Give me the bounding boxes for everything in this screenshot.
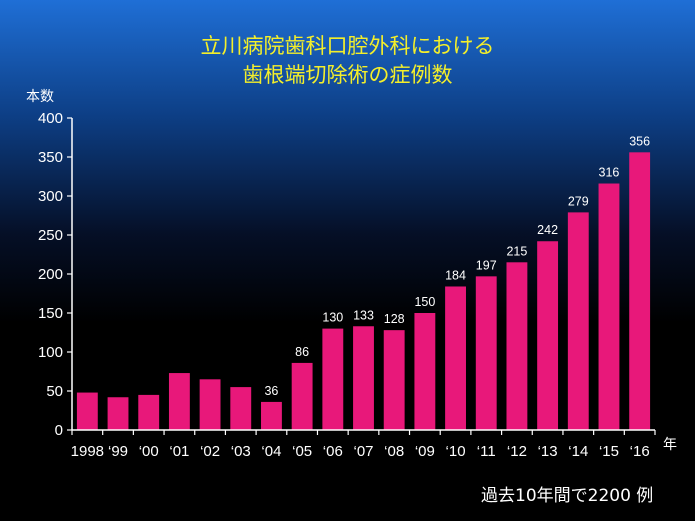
footer-note: 過去10年間で2200 例 [481, 486, 654, 506]
data-label-11: 150 [414, 295, 435, 309]
data-label-7: 86 [295, 345, 309, 359]
bar-18 [629, 152, 651, 430]
x-axis-unit: 年 [663, 437, 677, 453]
y-tick-label-0: 0 [55, 422, 63, 439]
chart-title-line1: 立川病院歯科口腔外科における [200, 34, 495, 58]
x-tick-label-18: ‘16 [630, 443, 650, 460]
x-tick-label-0: 1998 [71, 443, 104, 460]
bar-11 [414, 313, 436, 430]
y-tick-label-8: 400 [38, 110, 63, 127]
bar-15 [537, 241, 559, 430]
y-tick-label-3: 150 [38, 305, 63, 322]
x-tick-label-5: ‘03 [231, 443, 251, 460]
x-tick-label-17: ‘15 [599, 443, 619, 460]
x-tick-label-1: ‘99 [108, 443, 128, 460]
bar-3 [168, 373, 190, 430]
bar-9 [353, 326, 374, 430]
data-label-18: 356 [629, 134, 650, 148]
data-label-8: 130 [322, 311, 343, 325]
y-tick-label-1: 50 [46, 383, 63, 400]
x-tick-label-9: ‘07 [353, 443, 373, 460]
data-label-16: 279 [568, 194, 589, 208]
data-label-6: 36 [264, 384, 278, 398]
data-label-14: 215 [506, 244, 527, 258]
data-label-17: 316 [599, 166, 620, 180]
bar-10 [383, 330, 405, 430]
x-tick-label-11: ‘09 [415, 443, 435, 460]
y-tick-label-2: 100 [38, 344, 63, 361]
x-tick-label-13: ‘11 [477, 443, 496, 460]
bar-2 [138, 394, 160, 430]
x-tick-label-15: ‘13 [538, 443, 558, 460]
bar-13 [475, 276, 497, 430]
x-tick-label-16: ‘14 [568, 443, 588, 460]
bar-12 [445, 286, 466, 430]
bar-14 [506, 262, 528, 430]
x-tick-label-12: ‘10 [446, 443, 466, 460]
bar-16 [567, 212, 589, 430]
x-tick-label-3: ‘01 [169, 443, 189, 460]
x-tick-label-2: ‘00 [139, 443, 159, 460]
bar-6 [261, 401, 282, 430]
y-tick-label-5: 250 [38, 227, 63, 244]
x-tick-label-6: ‘04 [261, 443, 281, 460]
bar-7 [291, 362, 313, 430]
bar-4 [199, 379, 221, 430]
y-axis-label: 本数 [26, 89, 54, 105]
data-label-10: 128 [384, 312, 405, 326]
x-tick-label-8: ‘06 [323, 443, 343, 460]
bar-5 [230, 387, 252, 430]
x-tick-label-10: ‘08 [384, 443, 404, 460]
y-tick-label-4: 200 [38, 266, 63, 283]
bar-17 [598, 183, 620, 430]
data-label-15: 242 [537, 223, 558, 237]
data-label-13: 197 [476, 258, 497, 272]
data-label-12: 184 [445, 268, 466, 282]
chart-title-line2: 歯根端切除術の症例数 [242, 63, 453, 87]
bar-1 [107, 397, 129, 430]
x-tick-label-4: ‘02 [200, 443, 220, 460]
y-tick-label-7: 350 [38, 149, 63, 166]
bar-0 [76, 392, 98, 430]
data-label-9: 133 [353, 308, 374, 322]
y-tick-label-6: 300 [38, 188, 63, 205]
bar-8 [322, 328, 344, 430]
x-tick-label-14: ‘12 [507, 443, 527, 460]
x-tick-label-7: ‘05 [292, 443, 312, 460]
